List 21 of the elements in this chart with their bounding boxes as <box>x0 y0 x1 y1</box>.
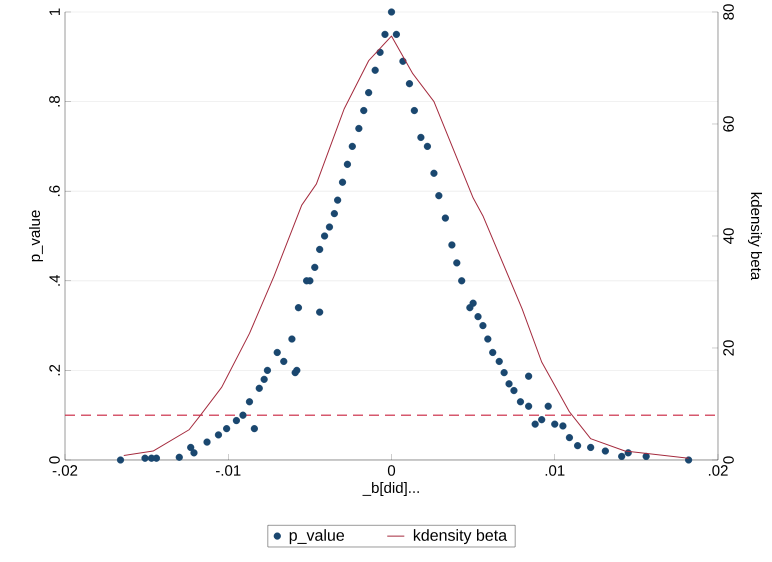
x-tick-label: 0 <box>388 465 396 476</box>
x-axis-title: _b[did]... <box>362 482 419 496</box>
y2-tick-label: 80 <box>723 4 734 20</box>
y-axis-title: p_value <box>29 210 43 262</box>
x-tick-label: -.02 <box>52 465 78 476</box>
x-tick-label: -.01 <box>216 465 240 476</box>
legend-label: kdensity beta <box>414 529 508 544</box>
y-tick-label: 0 <box>49 456 60 464</box>
y-tick-label: .4 <box>49 274 60 286</box>
y2-tick-label: 40 <box>723 228 734 244</box>
y-tick-label: .8 <box>49 96 60 106</box>
legend-label: p_value <box>290 529 344 544</box>
y2-axis-title: kdensity beta <box>748 192 762 280</box>
y-tick-label: 1 <box>49 8 60 16</box>
x-tick-label: .02 <box>708 465 728 476</box>
x-tick-label: .01 <box>546 465 564 476</box>
y2-tick-label: 20 <box>723 340 734 356</box>
y2-tick-label: 0 <box>723 456 734 464</box>
y2-tick-label: 60 <box>723 116 734 132</box>
y-tick-label: .2 <box>49 364 60 376</box>
y-tick-label: .6 <box>49 186 60 196</box>
